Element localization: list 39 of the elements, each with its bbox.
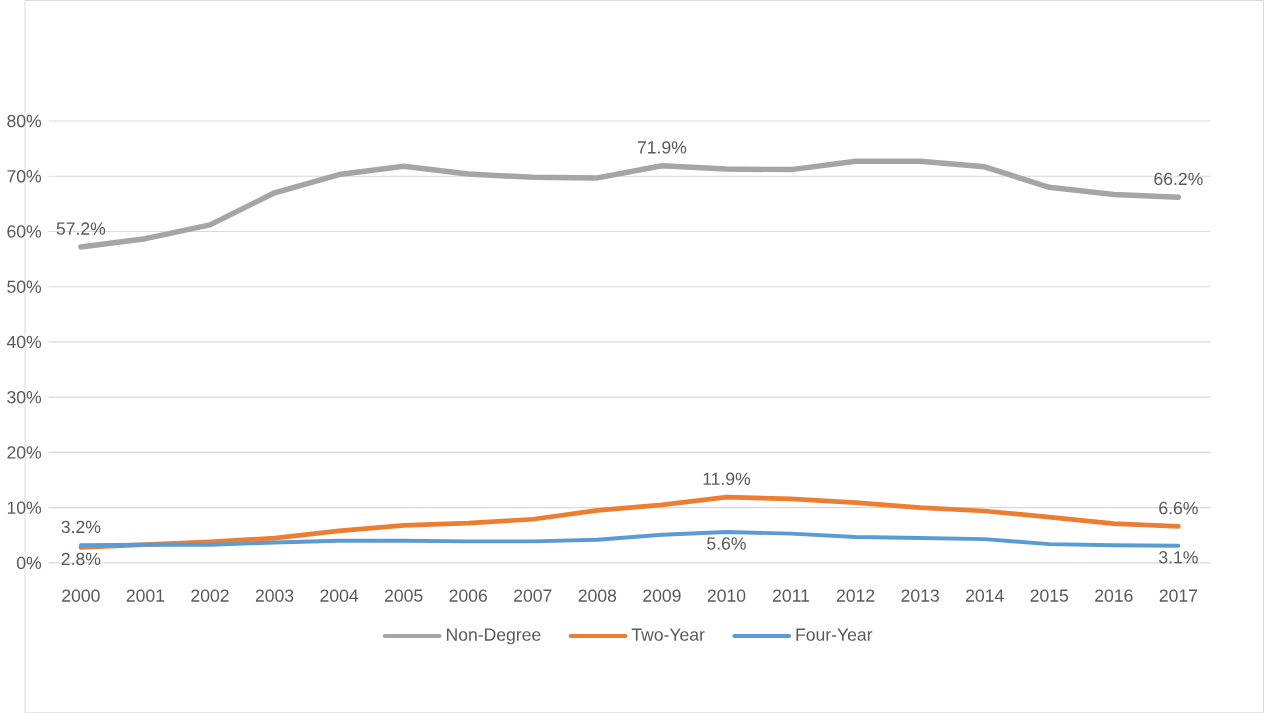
y-tick-label: 10% [7, 501, 42, 514]
x-tick-label: 2011 [773, 589, 810, 602]
data-label: 66.2% [1154, 172, 1203, 185]
x-tick-label: 2013 [901, 589, 939, 602]
x-tick-label: 2010 [707, 589, 746, 602]
y-tick-label: 80% [7, 114, 42, 128]
data-label: 71.9% [637, 141, 687, 154]
y-tick-label: 30% [7, 390, 42, 404]
data-label: 3.2% [61, 520, 101, 533]
y-tick-label: 50% [7, 280, 42, 293]
x-tick-label: 2004 [320, 589, 359, 602]
x-tick-label: 2007 [514, 589, 552, 602]
x-tick-label: 2001 [126, 589, 165, 602]
data-label: 3.1% [1159, 550, 1198, 564]
x-tick-label: 2009 [643, 589, 681, 602]
x-tick-label: 2002 [191, 589, 229, 602]
data-label: 11.9% [703, 472, 751, 485]
data-label: 6.6% [1159, 501, 1198, 515]
y-tick-label: 60% [7, 225, 42, 238]
y-tick-label: 70% [7, 169, 42, 183]
x-tick-label: 2000 [62, 589, 100, 602]
x-tick-label: 2005 [385, 589, 423, 602]
legend-label: Two-Year [631, 628, 705, 641]
data-label: 57.2% [56, 222, 106, 235]
x-tick-label: 2006 [449, 589, 487, 602]
x-tick-label: 2012 [836, 589, 875, 602]
y-tick-label: 40% [6, 335, 42, 349]
legend-label: Non-Degree [446, 628, 541, 645]
x-tick-label: 2015 [1030, 589, 1069, 602]
x-tick-label: 2016 [1095, 589, 1133, 602]
data-label: 5.6% [707, 537, 746, 550]
data-label: 2.8% [61, 552, 101, 566]
legend-label: Four-Year [796, 628, 873, 641]
y-tick-label: 20% [7, 446, 42, 459]
y-tick-label: 0% [16, 556, 42, 569]
x-tick-label: 2008 [578, 589, 617, 602]
x-tick-label: 2014 [966, 589, 1004, 602]
x-tick-label: 2017 [1159, 589, 1198, 602]
x-tick-label: 2003 [255, 589, 294, 602]
